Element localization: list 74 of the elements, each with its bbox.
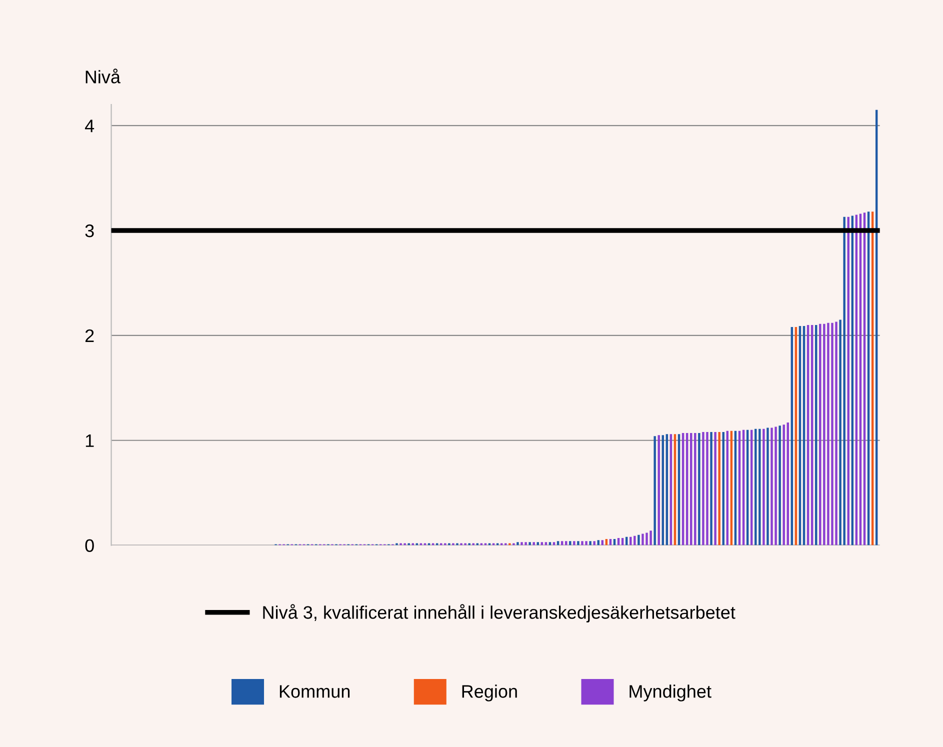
bar xyxy=(638,534,640,546)
bar xyxy=(698,433,700,546)
bar xyxy=(766,428,769,546)
legend-label: Region xyxy=(462,684,517,702)
bar xyxy=(702,432,704,546)
bar xyxy=(524,542,527,546)
bar xyxy=(750,430,753,546)
bar xyxy=(585,541,588,546)
bar xyxy=(746,430,749,546)
bar xyxy=(650,530,652,546)
bar xyxy=(738,430,741,546)
bar xyxy=(835,322,838,546)
bar xyxy=(819,324,822,546)
bar xyxy=(790,327,794,546)
bar xyxy=(778,426,781,546)
bar xyxy=(806,324,810,546)
bar xyxy=(577,541,580,546)
bar xyxy=(516,542,519,546)
bar xyxy=(520,542,523,546)
bar xyxy=(742,430,745,546)
bar xyxy=(823,324,826,546)
bar xyxy=(798,326,802,546)
bar xyxy=(532,542,535,546)
bar xyxy=(706,432,708,546)
bar xyxy=(770,428,773,546)
bar xyxy=(815,324,818,546)
bar xyxy=(754,428,757,546)
legend-label: Nivå 3, kvalificerat innehåll i leveranskedjesäkerhetsarbetet xyxy=(263,604,736,622)
bar xyxy=(686,433,688,546)
bar xyxy=(589,541,592,546)
bar xyxy=(718,432,720,546)
bar xyxy=(654,436,656,546)
bar xyxy=(827,322,830,546)
bar xyxy=(634,536,636,546)
bar xyxy=(762,428,765,546)
legend-label: Kommun xyxy=(280,685,350,698)
bar xyxy=(734,430,737,546)
bar xyxy=(642,534,644,546)
bar xyxy=(758,428,761,546)
bar xyxy=(774,426,777,546)
bar xyxy=(843,216,846,546)
bar xyxy=(690,433,692,546)
bar xyxy=(666,434,668,546)
bar xyxy=(810,324,814,546)
y-tick-label: 1 xyxy=(86,434,94,447)
bar xyxy=(528,542,531,546)
bar xyxy=(573,541,576,546)
bar xyxy=(730,430,733,546)
bar xyxy=(569,541,572,546)
bar xyxy=(593,541,596,546)
bar xyxy=(646,532,648,546)
bar xyxy=(694,433,696,546)
legend-label: Myndighet xyxy=(630,684,712,702)
y-tick-label: 2 xyxy=(85,329,94,342)
bar xyxy=(674,434,676,546)
y-tick-label: 0 xyxy=(85,539,94,552)
bar xyxy=(831,322,834,546)
bar xyxy=(678,434,680,546)
bar xyxy=(682,433,684,546)
bar xyxy=(662,435,664,546)
y-tick-label: 4 xyxy=(84,120,94,132)
y-tick-label: 3 xyxy=(85,224,94,238)
bar xyxy=(794,327,798,546)
y-axis-title: Nivå xyxy=(86,68,120,84)
bar xyxy=(670,434,672,546)
bar xyxy=(722,432,724,546)
bar xyxy=(581,541,584,546)
bar xyxy=(658,435,660,546)
bar xyxy=(786,422,789,546)
bar xyxy=(726,430,729,546)
bar xyxy=(782,424,785,546)
bar xyxy=(714,432,716,546)
bar xyxy=(710,432,712,546)
bar xyxy=(802,326,806,546)
